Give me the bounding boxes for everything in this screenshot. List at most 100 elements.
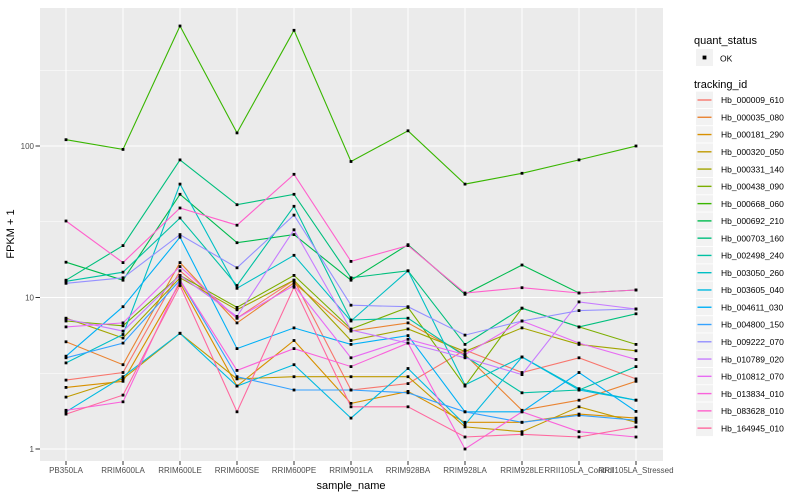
- data-point: [178, 206, 182, 210]
- x-tick-label: RRIM600PE: [272, 466, 316, 475]
- data-point: [520, 408, 524, 412]
- data-point: [634, 379, 638, 383]
- legend-entry-label: Hb_000438_090: [721, 182, 784, 192]
- x-tick-label: RRIM928LA: [443, 466, 487, 475]
- x-tick-label: RRIM928LE: [500, 466, 544, 475]
- data-point: [634, 410, 638, 413]
- data-point: [178, 235, 182, 239]
- data-point: [463, 425, 467, 429]
- legend-entry-label: Hb_009222_070: [721, 337, 784, 347]
- legend-quant-status-key: [696, 49, 713, 66]
- data-point: [349, 402, 353, 405]
- data-point: [577, 435, 581, 439]
- data-point: [634, 365, 638, 368]
- data-point: [406, 375, 410, 379]
- data-point: [235, 316, 239, 320]
- legend-quant-status-title: quant_status: [694, 35, 757, 47]
- data-point: [349, 405, 353, 409]
- data-point: [463, 356, 467, 360]
- y-tick-label: 100: [21, 142, 35, 151]
- series-points: [64, 24, 638, 451]
- data-point: [121, 244, 125, 247]
- x-tick-label: PB350LA: [49, 466, 83, 475]
- x-tick-label: RRII105LA_Control: [544, 466, 614, 475]
- data-point: [406, 244, 410, 247]
- data-point: [235, 377, 239, 381]
- data-point: [64, 361, 68, 365]
- y-tick-label: 1: [30, 445, 35, 454]
- x-axis-tick-labels: PB350LA RRIM600LA RRIM600LE RRIM600SE RRIM60…: [49, 466, 673, 475]
- data-point: [64, 378, 68, 382]
- data-point: [292, 213, 296, 217]
- legend-entry-label: Hb_164945_010: [721, 423, 784, 433]
- x-tick-label: RRIM928BA: [386, 466, 431, 475]
- data-point: [64, 354, 68, 358]
- data-point: [292, 278, 296, 282]
- data-point: [64, 386, 68, 389]
- legend-tracking-id-entries: Hb_000009_610 Hb_000035_080 Hb_000181_290 H…: [696, 91, 784, 437]
- data-point: [463, 182, 467, 186]
- data-point: [121, 321, 125, 325]
- data-point: [178, 281, 182, 285]
- data-point: [235, 223, 239, 227]
- data-point: [406, 367, 410, 370]
- data-point: [64, 279, 68, 283]
- legend-entry-label: Hb_000703_160: [721, 233, 784, 243]
- data-point: [577, 398, 581, 402]
- x-axis-title: sample_name: [316, 480, 385, 492]
- data-point: [235, 369, 239, 372]
- x-tick-label: RRII105LA_Stressed: [598, 466, 673, 475]
- data-point: [520, 430, 524, 434]
- data-point: [634, 307, 638, 311]
- data-point: [520, 420, 524, 424]
- data-point: [64, 138, 68, 142]
- legend-entry-label: Hb_010789_020: [721, 354, 784, 364]
- data-point: [64, 395, 68, 399]
- legend-entry-label: Hb_003050_260: [721, 268, 784, 278]
- x-tick-label: RRIM901LA: [329, 466, 373, 475]
- data-point: [292, 326, 296, 330]
- data-point: [520, 171, 524, 175]
- data-point: [406, 337, 410, 341]
- data-point: [64, 325, 68, 329]
- data-point: [634, 349, 638, 353]
- data-point: [121, 363, 125, 367]
- data-point: [520, 286, 524, 290]
- data-point: [349, 339, 353, 342]
- data-point: [121, 148, 125, 151]
- legend-entry-label: Hb_010812_070: [721, 372, 784, 382]
- data-point: [463, 410, 467, 414]
- data-point: [235, 315, 239, 318]
- data-point: [121, 336, 125, 340]
- x-tick-label: RRIM600SE: [215, 466, 259, 475]
- data-point: [520, 326, 524, 330]
- data-point: [349, 319, 353, 323]
- data-point: [520, 355, 524, 359]
- data-point: [292, 228, 296, 232]
- data-point: [178, 182, 182, 186]
- data-point: [463, 423, 467, 426]
- data-point: [235, 321, 239, 325]
- data-point: [577, 371, 581, 374]
- data-point: [520, 371, 524, 374]
- data-point: [577, 309, 581, 312]
- data-point: [349, 365, 353, 368]
- data-point: [178, 331, 182, 335]
- legend-tracking-id-title: tracking_id: [694, 79, 747, 91]
- data-point: [577, 430, 581, 434]
- data-point: [121, 400, 125, 404]
- legend-entry-label: Hb_000320_050: [721, 147, 784, 157]
- y-axis-title: FPKM + 1: [5, 209, 17, 258]
- data-point: [463, 354, 467, 358]
- data-point: [463, 435, 467, 439]
- data-point: [406, 405, 410, 409]
- data-point: [634, 398, 638, 402]
- data-point: [349, 356, 353, 360]
- data-point: [577, 325, 581, 329]
- data-point: [178, 274, 182, 277]
- data-point: [520, 263, 524, 267]
- data-point: [406, 334, 410, 337]
- data-point: [235, 203, 239, 207]
- legend-entry-label: Hb_004611_030: [721, 302, 784, 312]
